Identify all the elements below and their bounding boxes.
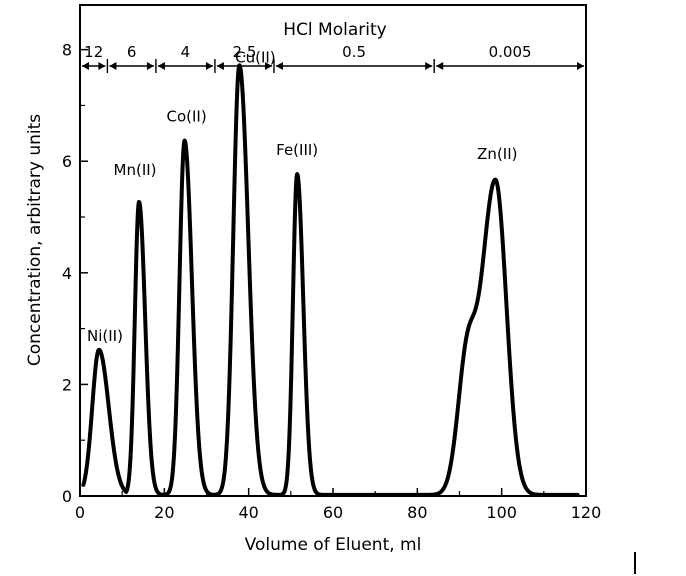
y-tick-label: 4 [62, 264, 72, 283]
band-label: 4 [181, 43, 191, 61]
peak-label: Fe(III) [276, 141, 318, 159]
band-arrow-left [157, 62, 165, 70]
x-tick-label: 120 [571, 503, 602, 522]
band-arrow-left [275, 62, 283, 70]
peak-point [137, 201, 141, 205]
y-axis-title: Concentration, arbitrary units [25, 114, 45, 366]
band-arrow-left [436, 62, 444, 70]
y-axis: 0 2 4 6 8 [62, 41, 88, 506]
y-tick-label: 8 [62, 41, 72, 60]
molarity-bands: 12 6 4 2.5 0.5 0.005 [82, 43, 584, 73]
y-tick-label: 0 [62, 487, 72, 506]
peak-label: Zn(II) [477, 145, 517, 163]
y-tick-label: 2 [62, 375, 72, 394]
x-tick-label: 0 [75, 503, 85, 522]
x-axis-title: Volume of Eluent, ml [245, 535, 422, 555]
peak-point [237, 64, 241, 68]
series-line [81, 63, 580, 497]
y-tick-label: 6 [62, 152, 72, 171]
series-group [81, 63, 580, 497]
x-tick-label: 20 [154, 503, 174, 522]
x-axis: 0 20 40 60 80 100 120 [75, 488, 601, 522]
band-label: 12 [84, 43, 103, 61]
band-arrow-left [109, 62, 117, 70]
band-label: 6 [127, 43, 137, 61]
band-arrow-right [205, 62, 213, 70]
x-tick-label: 40 [238, 503, 258, 522]
peak-label: Cu(II) [235, 48, 276, 66]
peak-point [295, 173, 299, 177]
x-tick-label: 100 [486, 503, 517, 522]
band-label: 0.5 [342, 43, 366, 61]
peak-label: Co(II) [166, 108, 206, 126]
band-label: 2.5 [233, 43, 257, 61]
peak-point [493, 179, 497, 183]
x-tick-label: 80 [407, 503, 427, 522]
band-label: 0.005 [489, 43, 532, 61]
band-arrow-right [425, 62, 433, 70]
band-arrow-right [98, 62, 106, 70]
text-cursor [634, 552, 636, 574]
plot-frame [79, 4, 587, 497]
peak-labels: Ni(II) Mn(II) Co(II) Cu(II) Fe(III) Zn(II) [87, 48, 518, 353]
band-arrow-left [216, 62, 224, 70]
band-arrow-left [82, 62, 89, 70]
peak-point [183, 140, 187, 144]
band-arrow-right [146, 62, 154, 70]
top-axis-title: HCl Molarity [283, 20, 386, 40]
x-tick-label: 60 [323, 503, 343, 522]
peak-point [97, 349, 101, 353]
peak-label: Mn(II) [114, 161, 157, 179]
band-arrow-right [577, 62, 584, 70]
band-arrow-right [264, 62, 272, 70]
peak-label: Ni(II) [87, 327, 123, 345]
